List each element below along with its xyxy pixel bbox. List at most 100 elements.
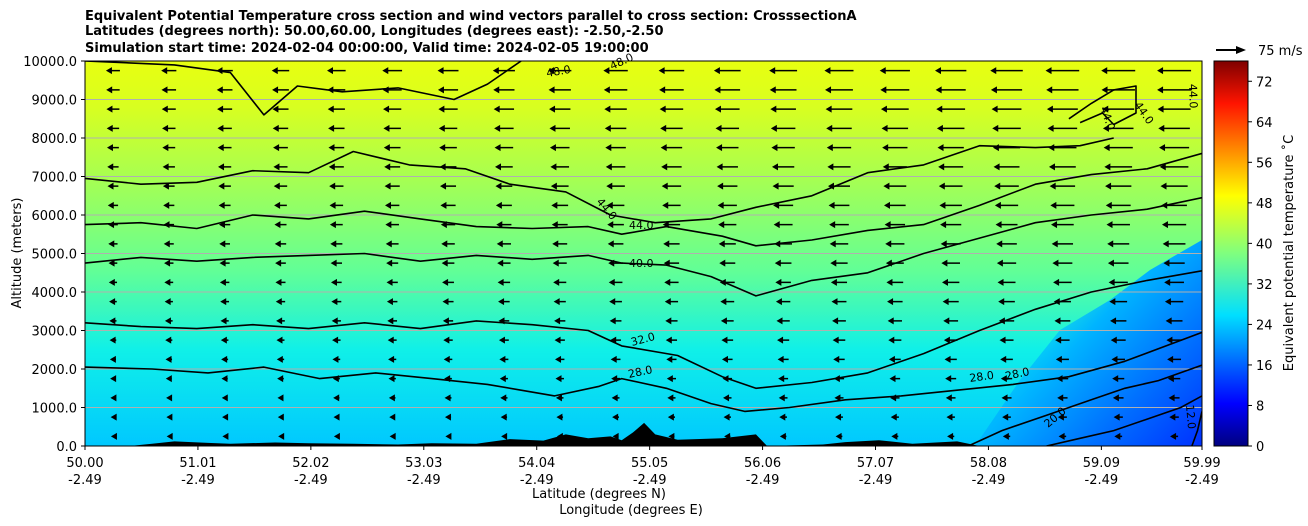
wind-vector [886,278,904,286]
wind-vector [495,182,513,190]
contour-line [1191,411,1202,446]
wind-vector [439,163,457,171]
wind-vector [217,144,232,152]
wind-vector [164,278,174,286]
wind-vector [611,394,620,402]
wind-vector [663,259,680,267]
wind-vector [718,240,736,248]
wind-vector [274,201,287,209]
wind-vector [880,105,909,113]
terrain [129,422,980,446]
colorbar-label: Equivalent potential temperature ˚C [1281,135,1297,371]
wind-vector [1159,163,1189,171]
y-tick-label: 6000.0 [32,209,78,224]
wind-vector [333,413,340,421]
wind-vector [107,163,119,171]
wind-vector [775,278,791,286]
wind-vector [827,182,850,190]
wind-vector [275,298,286,306]
wind-vector [1101,86,1135,94]
wind-vector [551,221,568,229]
wind-vector [1057,413,1067,421]
x-tick-label-longitude: -2.49 [746,473,780,488]
wind-vector [1108,278,1128,286]
wind-vector [275,259,286,267]
wind-vector [444,413,452,421]
wind-vector [330,259,343,267]
wind-vector [493,86,515,94]
x-tick-label-longitude: -2.49 [633,473,667,488]
wind-vector [217,124,232,132]
wind-vector [998,298,1015,306]
wind-vector [272,86,289,94]
wind-vector [606,182,625,190]
wind-vector [549,124,570,132]
wind-vector [498,336,509,344]
wind-vector [332,375,340,383]
wind-vector [716,163,738,171]
wind-vector [110,432,117,440]
wind-vector [443,336,453,344]
x-tick-label-longitude: -2.49 [68,473,102,488]
wind-vector [1110,317,1127,325]
contour-label: 28.0 [969,369,995,385]
wind-vector [994,201,1019,209]
wind-vector [218,221,231,229]
wind-vector [550,163,570,171]
wind-vector [714,86,741,94]
wind-vector [668,432,675,440]
wind-vector [384,163,401,171]
x-tick-label-latitude: 55.05 [631,456,668,471]
wind-vector [1111,355,1125,363]
wind-vector [1104,163,1133,171]
wind-vector [1168,394,1180,402]
wind-vector [221,355,229,363]
wind-vector [166,413,173,421]
wind-vector [222,432,229,440]
wind-vector [500,394,508,402]
wind-vector [887,298,903,306]
wind-vector [273,144,288,152]
wind-vector [499,355,509,363]
wind-vector [891,432,899,440]
wind-vector [109,317,117,325]
wind-vector [494,144,514,152]
wind-vector [1164,278,1184,286]
wind-vector [990,86,1023,94]
wind-vector [1046,86,1079,94]
wind-vector [829,240,849,248]
wind-vector [1106,221,1130,229]
wind-vector [218,163,232,171]
wind-vector [887,317,902,325]
wind-vector [663,240,680,248]
wind-vector [498,317,510,325]
wind-vector [442,298,454,306]
wind-vector [276,317,285,325]
wind-vector [552,259,567,267]
wind-vector [605,144,626,152]
wind-vector [888,355,901,363]
wind-vector [553,278,567,286]
wind-vector [775,298,791,306]
wind-vector [1103,144,1133,152]
wind-vector [550,182,569,190]
wind-vector [444,394,452,402]
wind-vector [659,86,684,94]
wind-vector [606,201,625,209]
wind-vector [1053,278,1072,286]
wind-vector [1002,413,1011,421]
wind-vector [996,240,1017,248]
wind-vector [936,105,966,113]
wind-vector [382,86,402,94]
wind-vector [604,105,627,113]
wind-vector [607,221,624,229]
wind-vector [605,163,626,171]
wind-vector [555,394,564,402]
wind-vector [880,86,910,94]
wind-vector [717,201,737,209]
wind-vector [608,278,623,286]
wind-vector [163,201,175,209]
wind-vector [833,355,845,363]
x-tick-label-latitude: 53.03 [405,456,442,471]
colorbar-tick-label: 16 [1256,359,1273,374]
